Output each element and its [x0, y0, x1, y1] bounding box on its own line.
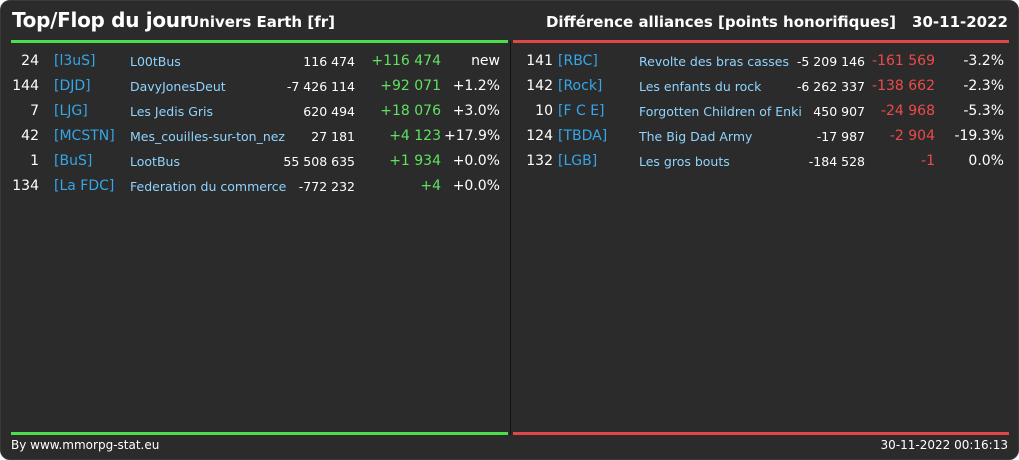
alliance-name[interactable]: Federation du commerce — [130, 179, 287, 194]
generated-timestamp: 30-11-2022 00:16:13 — [880, 438, 1008, 452]
difference: -24 968 — [880, 103, 935, 119]
difference: -1 — [921, 153, 935, 169]
top-bottom-line — [11, 432, 508, 435]
rank: 144 — [12, 78, 39, 94]
points: 450 907 — [813, 104, 865, 119]
points: -6 262 337 — [796, 79, 865, 94]
universe-label: Univers Earth [fr] — [187, 13, 335, 31]
difference: -138 662 — [872, 78, 935, 94]
table-row: 7 [LJG] Les Jedis Gris 620 494 +18 076 +… — [1, 99, 509, 124]
points: 55 508 635 — [283, 154, 355, 169]
percent: +1.2% — [452, 78, 500, 94]
rank: 7 — [30, 103, 39, 119]
alliance-tag[interactable]: [LGB] — [558, 153, 598, 169]
stat-type-label: Différence alliances [points honorifique… — [545, 13, 897, 31]
alliance-name[interactable]: DavyJonesDeut — [130, 79, 226, 94]
alliance-name[interactable]: The Big Dad Army — [639, 129, 753, 144]
alliance-tag[interactable]: [TBDA] — [558, 128, 608, 144]
table-row: 132 [LGB] Les gros bouts -184 528 -1 0.0… — [511, 149, 1011, 174]
alliance-tag[interactable]: [DJD] — [54, 78, 91, 94]
table-row: 142 [Rock] Les enfants du rock -6 262 33… — [511, 74, 1011, 99]
difference: +4 123 — [389, 128, 441, 144]
difference: -161 569 — [872, 53, 935, 69]
alliance-tag[interactable]: [MCSTN] — [54, 128, 115, 144]
alliance-tag[interactable]: [LJG] — [54, 103, 88, 119]
table-row: 10 [F C E] Forgotten Children of Enki 45… — [511, 99, 1011, 124]
alliance-name[interactable]: L00tBus — [130, 54, 181, 69]
alliance-name[interactable]: Mes_couilles-sur-ton_nez — [130, 129, 285, 144]
percent: new — [471, 53, 500, 69]
rank: 141 — [526, 53, 553, 69]
table-row: 124 [TBDA] The Big Dad Army -17 987 -2 9… — [511, 124, 1011, 149]
report-date: 30-11-2022 — [912, 13, 1008, 31]
points: -7 426 114 — [286, 79, 355, 94]
rank: 142 — [526, 78, 553, 94]
percent: +17.9% — [444, 128, 501, 144]
alliance-name[interactable]: Les Jedis Gris — [130, 104, 214, 119]
percent: -19.3% — [954, 128, 1004, 144]
difference: -2 904 — [889, 128, 935, 144]
points: -17 987 — [816, 129, 865, 144]
points: 620 494 — [303, 104, 355, 119]
percent: +0.0% — [452, 178, 500, 194]
top-panel: 24 [l3uS] L00tBus 116 474 +116 474 new 1… — [1, 49, 509, 199]
alliance-tag[interactable]: [l3uS] — [54, 53, 96, 69]
percent: 0.0% — [968, 153, 1004, 169]
panel-divider — [510, 41, 511, 435]
credit-link[interactable]: By www.mmorpg-stat.eu — [11, 438, 160, 452]
points: 116 474 — [303, 54, 355, 69]
alliance-name[interactable]: Forgotten Children of Enki — [639, 104, 802, 119]
points: -184 528 — [808, 154, 865, 169]
percent: +0.0% — [452, 153, 500, 169]
alliance-name[interactable]: LootBus — [130, 154, 180, 169]
table-row: 134 [La FDC] Federation du commerce -772… — [1, 174, 509, 199]
percent: -3.2% — [963, 53, 1004, 69]
difference: +116 474 — [371, 53, 441, 69]
rank: 134 — [12, 178, 39, 194]
alliance-tag[interactable]: [F C E] — [558, 103, 605, 119]
flop-panel: 141 [RBC] Revolte des bras casses -5 209… — [511, 49, 1011, 174]
table-row: 144 [DJD] DavyJonesDeut -7 426 114 +92 0… — [1, 74, 509, 99]
points: -772 232 — [298, 179, 355, 194]
points: -5 209 146 — [796, 54, 865, 69]
table-row: 24 [l3uS] L00tBus 116 474 +116 474 new — [1, 49, 509, 74]
alliance-name[interactable]: Les gros bouts — [639, 154, 730, 169]
flop-bottom-line — [513, 432, 1009, 435]
percent: -2.3% — [963, 78, 1004, 94]
header-right: Différence alliances [points honorifique… — [546, 13, 1008, 31]
rank: 42 — [21, 128, 39, 144]
top-accent-line — [11, 40, 508, 43]
flop-accent-line — [513, 40, 1009, 43]
difference: +92 071 — [380, 78, 441, 94]
rank: 10 — [535, 103, 553, 119]
percent: +3.0% — [452, 103, 500, 119]
rank: 132 — [526, 153, 553, 169]
percent: -5.3% — [963, 103, 1004, 119]
rank: 24 — [21, 53, 39, 69]
page-title: Top/Flop du jour — [12, 8, 190, 32]
alliance-name[interactable]: Revolte des bras casses — [639, 54, 789, 69]
table-row: 141 [RBC] Revolte des bras casses -5 209… — [511, 49, 1011, 74]
table-row: 1 [BuS] LootBus 55 508 635 +1 934 +0.0% — [1, 149, 509, 174]
alliance-tag[interactable]: [BuS] — [54, 153, 93, 169]
points: 27 181 — [311, 129, 355, 144]
difference: +18 076 — [380, 103, 441, 119]
difference: +4 — [420, 178, 441, 194]
alliance-tag[interactable]: [Rock] — [558, 78, 603, 94]
alliance-name[interactable]: Les enfants du rock — [639, 79, 762, 94]
alliance-tag[interactable]: [RBC] — [558, 53, 598, 69]
rank: 124 — [526, 128, 553, 144]
difference: +1 934 — [389, 153, 441, 169]
table-row: 42 [MCSTN] Mes_couilles-sur-ton_nez 27 1… — [1, 124, 509, 149]
alliance-tag[interactable]: [La FDC] — [54, 178, 115, 194]
rank: 1 — [30, 153, 39, 169]
